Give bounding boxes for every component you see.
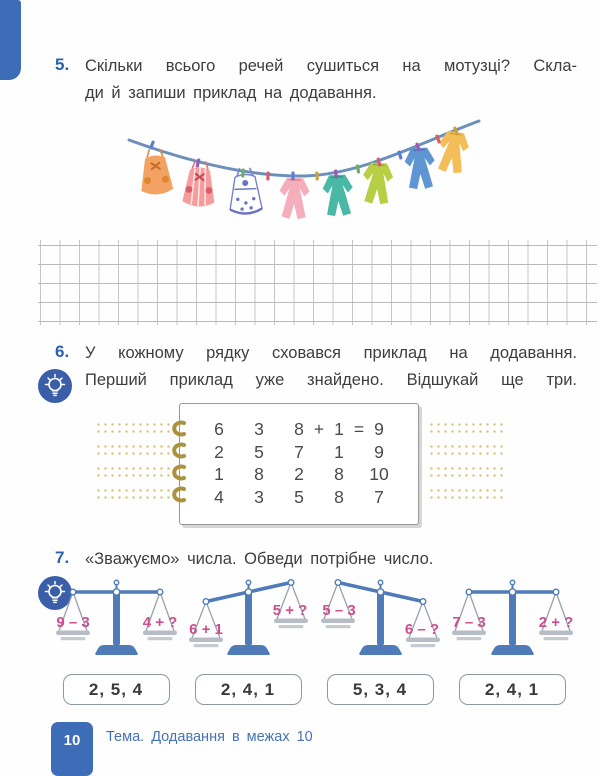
notebook-number: 3 [254, 486, 264, 507]
task6-line1: У кожному рядку сховався приклад на дода… [85, 344, 577, 362]
task6-text: У кожному рядку сховався приклад на дода… [85, 340, 577, 394]
dotted-line-decoration [428, 487, 506, 499]
left-pan-expression: 7 – 3 [452, 614, 485, 631]
clothes-item-onesie-1 [279, 177, 310, 220]
right-pan-expression: 6 – ? [404, 621, 438, 638]
clothes-item-dress-1 [141, 148, 174, 195]
notebook-number: 1 [334, 419, 344, 439]
equals-operator: = [353, 419, 365, 439]
answer-options: 5, 3, 4 [352, 679, 408, 699]
answer-options-box[interactable]: 2, 5, 4 [62, 674, 170, 705]
notebook-row-3: 1 8 2 8 10 [199, 463, 399, 486]
notebook-number: 6 [214, 419, 224, 439]
dotted-line-decoration [428, 443, 506, 455]
answer-options-box[interactable]: 2, 4, 1 [194, 674, 302, 705]
clothesline-illustration [127, 119, 481, 220]
spiral-rings-icon [172, 420, 186, 503]
notebook-row-1: 6 3 8 1 9 + = [199, 418, 399, 441]
notebook-number: 2 [214, 441, 224, 462]
notebook-number: 1 [214, 464, 224, 484]
writing-grid-lines[interactable] [38, 245, 597, 322]
clothes-item-dress-3 [229, 167, 263, 215]
notebook-number: 1 [334, 441, 344, 462]
task5-line1: Скільки всього речей сушиться на мотузці… [85, 57, 577, 75]
answer-options-box[interactable]: 2, 4, 1 [458, 674, 566, 705]
task5-line2: ди й запиши приклад на додавання. [85, 84, 377, 102]
notebook-number: 9 [374, 419, 384, 439]
clothes-item-dress-2 [182, 160, 215, 207]
hint-lightbulb-icon [37, 368, 73, 404]
dotted-line-decoration [95, 421, 173, 433]
notebook-number-grid: 6 3 8 1 9 + = 2 5 7 1 9 1 8 2 8 10 [199, 418, 399, 508]
notebook-row-2: 2 5 7 1 9 [199, 441, 399, 464]
dotted-line-decoration [428, 421, 506, 433]
notebook-number: 9 [374, 441, 384, 462]
plus-operator: + [313, 419, 325, 439]
task5-text: Скільки всього речей сушиться на мотузці… [85, 53, 577, 107]
notebook-number: 8 [294, 419, 304, 439]
page-number-tab: 10 [51, 722, 93, 776]
scale-4: 7 – 3 2 + ? 2, 4, 1 [446, 578, 578, 705]
task7-number: 7. [55, 548, 70, 567]
right-pan-expression: 5 + ? [272, 602, 307, 619]
notebook-number: 8 [334, 486, 344, 507]
notebook-number: 10 [369, 464, 389, 484]
scale-2: 6 + 1 5 + ? 2, 4, 1 [182, 578, 314, 705]
task5-number: 5. [55, 55, 70, 74]
scales-row: 9 – 3 4 + ? 2, 5, 4 [50, 578, 578, 705]
notebook-number: 7 [294, 441, 304, 462]
notebook-card: 6 3 8 1 9 + = 2 5 7 1 9 1 8 2 8 10 [179, 403, 419, 525]
right-pan-expression: 4 + ? [142, 614, 177, 631]
page-number: 10 [63, 732, 81, 749]
rope [127, 119, 481, 178]
answer-options: 2, 5, 4 [88, 679, 144, 699]
notebook-number: 7 [374, 486, 384, 507]
answer-options: 2, 4, 1 [484, 679, 540, 699]
answer-options: 2, 4, 1 [220, 679, 276, 699]
clothes-item-onesie-4 [404, 147, 435, 190]
notebook-number: 5 [254, 441, 264, 462]
hint-lightbulb-icon [37, 575, 73, 611]
corner-decoration-bar [0, 0, 21, 80]
notebook-number: 3 [254, 419, 264, 439]
left-pan-expression: 5 – 3 [322, 602, 355, 619]
clothes-item-onesie-3 [363, 162, 394, 205]
dotted-line-decoration [95, 443, 173, 455]
footer-theme-text: Тема. Додавання в межах 10 [106, 729, 313, 745]
balance-scale-icon: 6 + 1 5 + ? [188, 579, 308, 655]
task7-line1: «Зважуємо» числа. Обведи потрібне число. [85, 550, 434, 568]
clothes-item-onesie-2 [322, 174, 353, 217]
scale-3: 5 – 3 6 – ? 5, 3, 4 [314, 578, 446, 705]
balance-scale-icon: 5 – 3 6 – ? [320, 579, 440, 655]
notebook-number: 8 [334, 464, 344, 484]
task6-line2: Перший приклад уже знайдено. Відшукай ще… [85, 371, 577, 389]
left-pan-expression: 9 – 3 [56, 614, 89, 631]
clothespins [149, 126, 459, 181]
notebook-number: 4 [214, 486, 224, 507]
dotted-line-decoration [428, 465, 506, 477]
notebook-number: 5 [294, 486, 304, 507]
scale-1: 9 – 3 4 + ? 2, 5, 4 [50, 578, 182, 705]
dotted-line-decoration [95, 465, 173, 477]
balance-scale-icon: 7 – 3 2 + ? [451, 579, 573, 655]
task7-text: «Зважуємо» числа. Обведи потрібне число. [85, 546, 577, 573]
notebook-number: 2 [294, 464, 304, 484]
answer-options-box[interactable]: 5, 3, 4 [326, 674, 434, 705]
left-pan-expression: 6 + 1 [189, 621, 223, 638]
task6-number: 6. [55, 342, 70, 361]
right-pan-expression: 2 + ? [538, 614, 573, 631]
balance-scale-icon: 9 – 3 4 + ? [55, 579, 177, 655]
dotted-line-decoration [95, 487, 173, 499]
notebook-number: 8 [254, 464, 264, 484]
notebook-row-4: 4 3 5 8 7 [199, 486, 399, 509]
